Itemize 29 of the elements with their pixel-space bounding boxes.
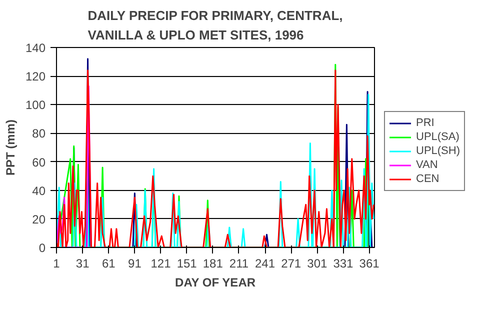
x-tick-label: 151 bbox=[176, 256, 198, 270]
legend-label: UPL(SA) bbox=[416, 130, 460, 144]
y-tick-label: 40 bbox=[32, 184, 46, 198]
x-tick-label: 361 bbox=[359, 256, 380, 270]
x-axis-title: DAY OF YEAR bbox=[175, 276, 256, 290]
x-tick-label: 181 bbox=[202, 256, 224, 270]
y-tick-label: 80 bbox=[32, 126, 46, 141]
y-tick-label: 120 bbox=[25, 70, 46, 84]
x-tick-label: 31 bbox=[76, 256, 90, 270]
x-tick-label: 121 bbox=[150, 256, 172, 270]
y-axis-title: PPT (mm) bbox=[3, 119, 18, 176]
x-tick-label: 211 bbox=[229, 256, 249, 270]
y-tick-label: 140 bbox=[25, 41, 46, 55]
y-tick-label: 60 bbox=[32, 155, 46, 170]
legend-label: VAN bbox=[416, 158, 438, 172]
legend-label: PRI bbox=[416, 116, 436, 130]
legend-label: UPL(SH) bbox=[416, 144, 460, 158]
chart-title: DAILY PRECIP FOR PRIMARY, CENTRAL, VANILLA & UPLO MET SITES, 1996 bbox=[88, 8, 343, 42]
x-tick-label: 61 bbox=[102, 256, 116, 270]
x-tick-label: 1 bbox=[53, 256, 60, 270]
y-tick-label: 100 bbox=[25, 98, 46, 112]
y-tick-label: 0 bbox=[38, 241, 46, 255]
x-tick-label: 241 bbox=[255, 256, 276, 270]
legend-label: CEN bbox=[416, 172, 440, 186]
x-tick-label: 91 bbox=[128, 256, 142, 270]
x-tick-label: 271 bbox=[281, 256, 302, 270]
x-tick-label: 331 bbox=[333, 256, 354, 270]
x-tick-label: 301 bbox=[307, 256, 328, 270]
y-tick-label: 20 bbox=[32, 212, 46, 226]
